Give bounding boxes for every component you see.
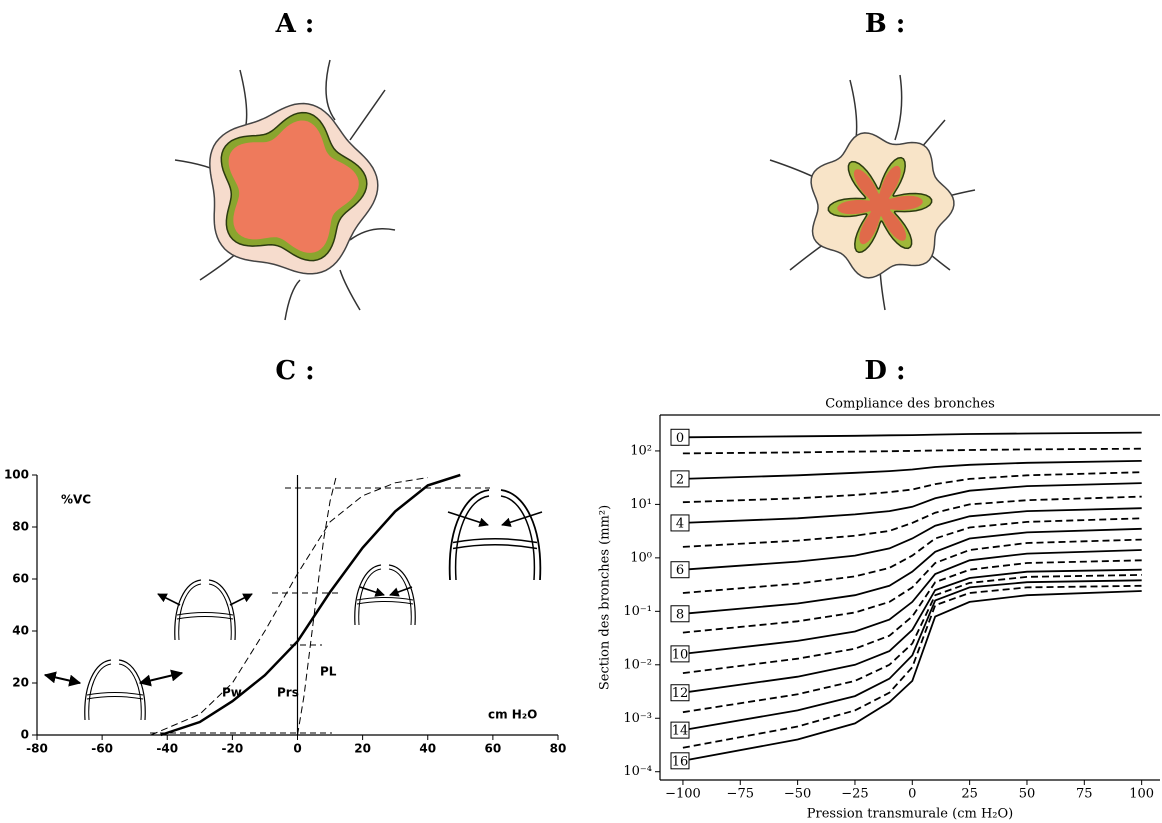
chart: -80 -60 -40 -20 0 20 40 60 80 0 20 40 60 80 100 %VC cm H… — [4, 468, 566, 756]
lumen — [228, 120, 359, 253]
series-label: 14 — [672, 724, 689, 739]
series-line — [682, 431, 1142, 439]
series-label: 4 — [676, 516, 684, 531]
label-box — [670, 605, 690, 623]
x-tick-label: −75 — [727, 787, 754, 802]
illustration-closed-bronchus — [769, 74, 976, 311]
panel-label: B : — [865, 9, 906, 39]
chart-title: Compliance des bronches — [825, 397, 995, 412]
y-tick-label: 10¹ — [630, 497, 652, 512]
x-axis-label: Pression transmurale (cm H₂O) — [807, 807, 1013, 822]
x-tick-label: 100 — [1129, 787, 1154, 802]
lumen — [837, 165, 923, 245]
series-label: 0 — [676, 431, 684, 446]
chart: −100 −75 −50 −25 0 25 50 75 10010⁻⁴10⁻³10⁻²10⁻¹1… — [598, 397, 1160, 822]
label-box — [670, 514, 690, 532]
series-label: 10 — [672, 647, 689, 662]
series-label: 6 — [676, 563, 684, 578]
y-tick-label: 10² — [630, 443, 652, 458]
illustration-open-bronchus — [174, 59, 396, 321]
x-tick-label: 50 — [1019, 787, 1036, 802]
y-tick-label: 60 — [12, 572, 29, 586]
y-tick-label: 80 — [12, 520, 29, 534]
y-tick-label: 10⁻² — [623, 657, 652, 672]
x-tick-label: -60 — [91, 742, 113, 756]
x-axis-label: cm H₂O — [488, 708, 537, 722]
series-label: 2 — [676, 472, 684, 487]
x-tick-label: 80 — [550, 742, 567, 756]
series-label: Prs — [277, 686, 299, 700]
thorax-icons — [43, 489, 543, 721]
series-line — [150, 477, 428, 736]
x-tick-label: 75 — [1076, 787, 1093, 802]
series-line — [160, 473, 461, 737]
y-tick-label: 10⁻⁴ — [623, 764, 652, 779]
label-box — [670, 561, 690, 579]
y-tick-label: 100 — [4, 468, 29, 482]
series-line — [682, 527, 1142, 615]
series-label: Pw — [222, 686, 242, 700]
panel-label: C : — [275, 356, 314, 386]
series-label: PL — [320, 665, 337, 679]
series-line — [682, 517, 1142, 594]
x-tick-label: 0 — [908, 787, 916, 802]
reference-lines — [150, 487, 490, 734]
y-axis-label: %VC — [61, 493, 91, 507]
label-box — [670, 428, 690, 446]
label-box — [670, 721, 690, 739]
x-tick-label: 25 — [961, 787, 978, 802]
series-label: 8 — [676, 607, 684, 622]
x-tick-label: -20 — [222, 742, 244, 756]
x-tick-label: −100 — [665, 787, 701, 802]
series-line — [682, 584, 1142, 749]
x-tick-label: 40 — [419, 742, 436, 756]
series-line — [682, 538, 1142, 634]
y-tick-label: 10⁻¹ — [623, 604, 652, 619]
series-line — [682, 460, 1142, 480]
series-line — [682, 568, 1142, 694]
series-line — [682, 447, 1142, 455]
series-label: 16 — [672, 754, 689, 769]
x-tick-label: -80 — [26, 742, 48, 756]
y-tick-label: 20 — [12, 676, 29, 690]
x-tick-label: 60 — [485, 742, 502, 756]
x-tick-label: −50 — [784, 787, 811, 802]
series-line — [682, 495, 1142, 548]
x-tick-label: 20 — [354, 742, 371, 756]
y-tick-label: 10⁰ — [630, 550, 652, 565]
y-tick-label: 10⁻³ — [623, 711, 652, 726]
y-axis-label: Section des bronches (mm²) — [598, 505, 613, 690]
x-tick-label: -40 — [156, 742, 178, 756]
series-line — [682, 559, 1142, 674]
x-tick-label: 0 — [293, 742, 301, 756]
label-box — [670, 752, 690, 770]
series-label: 12 — [672, 686, 689, 701]
series-line — [682, 574, 1142, 714]
series-line — [682, 482, 1142, 524]
y-tick-label: 0 — [21, 728, 29, 742]
x-tick-label: −25 — [841, 787, 868, 802]
series-line — [682, 549, 1142, 655]
series-line — [682, 579, 1142, 731]
series-line — [682, 471, 1142, 504]
panel-label: D : — [864, 356, 905, 386]
label-box — [670, 684, 690, 702]
panel-label: A : — [275, 9, 315, 39]
y-tick-label: 40 — [12, 624, 29, 638]
label-box — [670, 470, 690, 488]
series-line — [297, 474, 338, 736]
series-line — [682, 590, 1142, 762]
label-box — [670, 645, 690, 663]
series-line — [682, 507, 1142, 571]
